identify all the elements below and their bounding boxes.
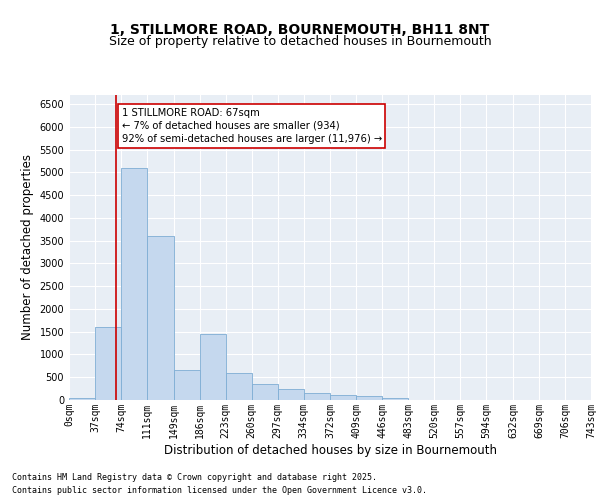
Y-axis label: Number of detached properties: Number of detached properties xyxy=(21,154,34,340)
Bar xyxy=(382,398,409,400)
Bar xyxy=(147,236,173,400)
X-axis label: Distribution of detached houses by size in Bournemouth: Distribution of detached houses by size … xyxy=(163,444,497,456)
Bar xyxy=(173,370,200,400)
Text: 1 STILLMORE ROAD: 67sqm
← 7% of detached houses are smaller (934)
92% of semi-de: 1 STILLMORE ROAD: 67sqm ← 7% of detached… xyxy=(122,108,382,144)
Bar xyxy=(226,372,251,400)
Text: 1, STILLMORE ROAD, BOURNEMOUTH, BH11 8NT: 1, STILLMORE ROAD, BOURNEMOUTH, BH11 8NT xyxy=(110,22,490,36)
Text: Contains HM Land Registry data © Crown copyright and database right 2025.: Contains HM Land Registry data © Crown c… xyxy=(12,474,377,482)
Bar xyxy=(95,327,121,400)
Text: Size of property relative to detached houses in Bournemouth: Size of property relative to detached ho… xyxy=(109,35,491,48)
Bar xyxy=(278,388,304,400)
Bar xyxy=(304,393,331,400)
Bar xyxy=(121,168,147,400)
Bar xyxy=(331,396,356,400)
Text: Contains public sector information licensed under the Open Government Licence v3: Contains public sector information licen… xyxy=(12,486,427,495)
Bar xyxy=(69,398,95,400)
Bar xyxy=(200,334,226,400)
Bar xyxy=(251,384,278,400)
Bar xyxy=(356,396,382,400)
